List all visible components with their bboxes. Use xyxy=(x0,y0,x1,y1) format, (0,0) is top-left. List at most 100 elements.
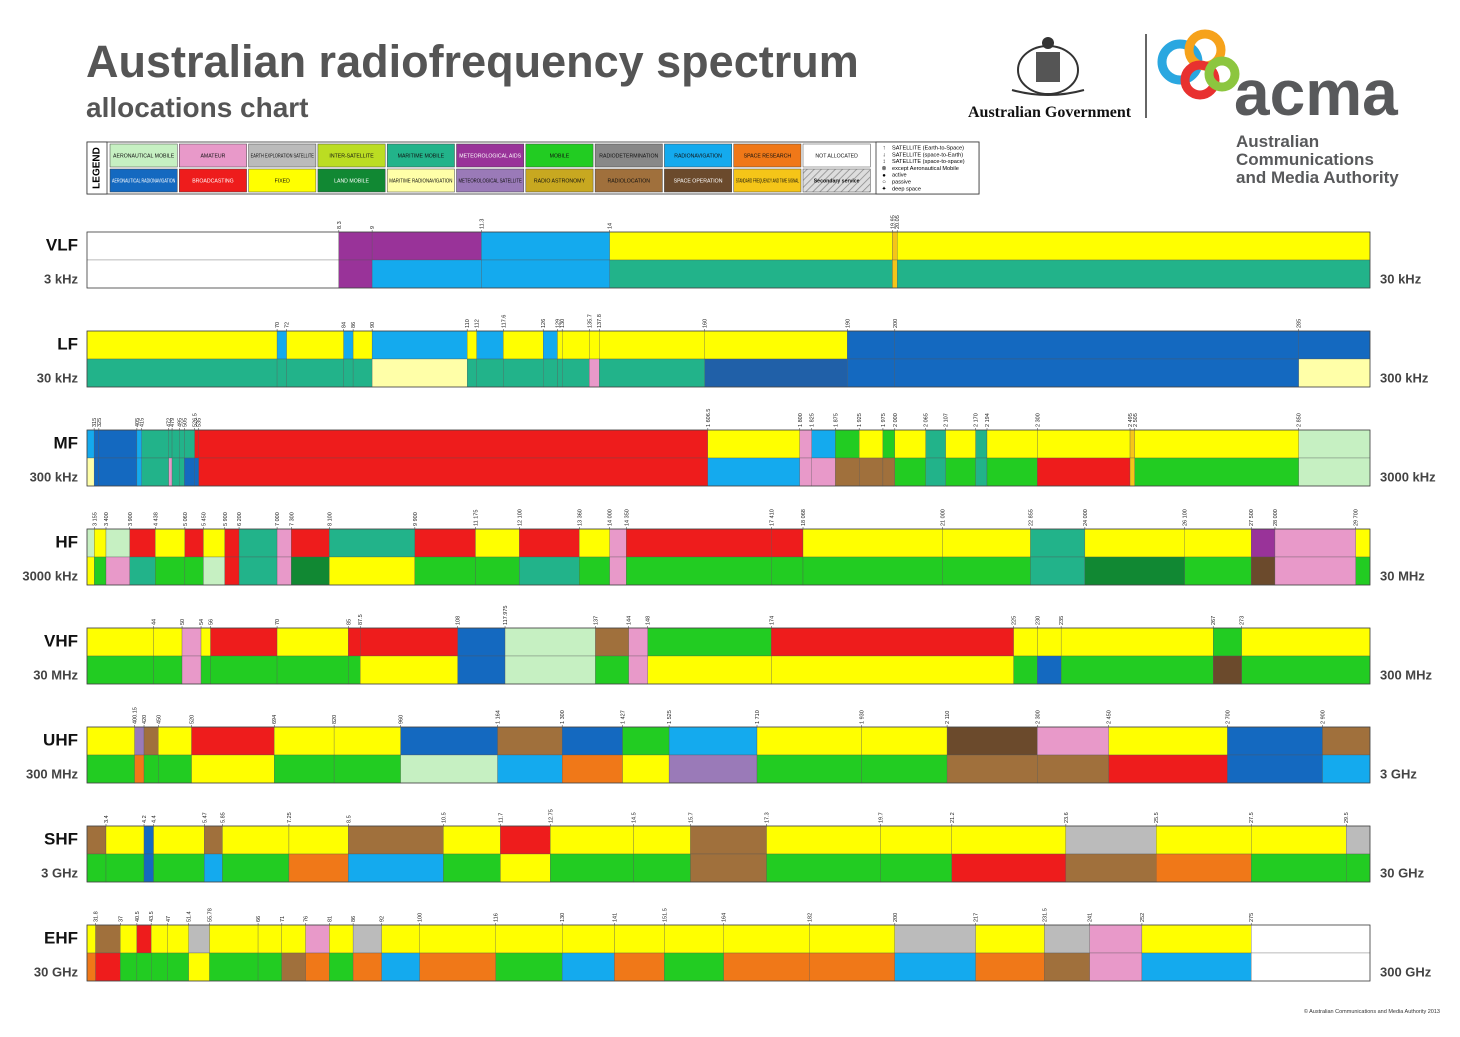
edge-label: 11.3 xyxy=(479,219,485,229)
allocation-bottom xyxy=(86,358,278,388)
allocation-top xyxy=(93,429,100,459)
allocation-top xyxy=(419,924,496,954)
edge-label: 479 xyxy=(170,418,176,427)
band-frame xyxy=(86,231,1371,289)
edge-label: 87.5 xyxy=(358,614,364,625)
allocation-bottom xyxy=(481,259,610,289)
allocation-bottom xyxy=(371,259,482,289)
allocation-bottom xyxy=(1241,655,1371,685)
allocation-top xyxy=(847,330,895,360)
allocation-top xyxy=(329,528,416,558)
edge-label: 108 xyxy=(456,616,462,625)
allocation-top xyxy=(723,924,810,954)
edge-label: 110 xyxy=(465,319,471,328)
symbol-label: except Aeronautical Mobile xyxy=(892,166,959,172)
allocation-top xyxy=(143,726,159,756)
allocation-bottom xyxy=(1108,754,1228,784)
allocation-bottom xyxy=(153,655,183,685)
allocation-top xyxy=(181,627,202,657)
allocation-bottom xyxy=(257,952,282,982)
edge-label: 505 xyxy=(182,418,188,427)
allocation-top xyxy=(633,825,691,855)
allocation-top xyxy=(975,429,988,459)
edge-label: 2 300 xyxy=(1035,413,1041,427)
allocation-top xyxy=(986,429,1038,459)
allocation-top xyxy=(348,627,361,657)
edge-label: 51.4 xyxy=(187,911,193,922)
edge-label: 117.975 xyxy=(503,606,509,625)
allocation-top xyxy=(766,825,881,855)
edge-label: 1 710 xyxy=(755,710,761,724)
edge-label: 130 xyxy=(560,913,566,922)
allocation-bottom xyxy=(143,754,159,784)
edge-label: 21.2 xyxy=(950,812,956,823)
edge-label: 129 xyxy=(555,319,561,328)
legend-swatch xyxy=(594,168,663,193)
symbol-icon: ⊗ xyxy=(881,166,886,172)
band-frame xyxy=(86,330,1371,388)
allocation-top xyxy=(457,627,506,657)
allocation-top xyxy=(95,924,121,954)
allocation-bottom xyxy=(105,853,145,883)
allocation-bottom xyxy=(495,952,563,982)
allocation-top xyxy=(1129,429,1135,459)
edge-label: 23.6 xyxy=(1064,812,1070,823)
allocation-top xyxy=(1241,627,1371,657)
edge-label: 3 900 xyxy=(128,512,134,526)
allocation-top xyxy=(168,429,173,459)
legend-swatch xyxy=(386,143,455,168)
allocation-bottom xyxy=(224,556,240,586)
legend-label: BROADCASTING xyxy=(192,179,234,185)
allocation-top xyxy=(352,924,382,954)
allocation-top xyxy=(835,429,860,459)
edge-label: 217 xyxy=(974,913,980,922)
edge-label: 116 xyxy=(494,913,500,922)
allocation-top xyxy=(333,726,401,756)
allocation-bottom xyxy=(835,457,860,487)
allocation-top xyxy=(497,726,563,756)
allocation-bottom xyxy=(519,556,580,586)
allocation-bottom xyxy=(771,556,804,586)
allocation-bottom xyxy=(847,358,895,388)
allocation-top xyxy=(360,627,458,657)
allocation-top xyxy=(158,726,192,756)
edge-label: 1 300 xyxy=(560,710,566,724)
allocation-top xyxy=(1030,528,1086,558)
edge-label: 17 410 xyxy=(770,509,776,526)
edge-label: 8 100 xyxy=(327,512,333,526)
band-frame xyxy=(86,528,1371,586)
symbol-icon: ↓ xyxy=(883,152,886,158)
allocation-top xyxy=(141,429,169,459)
allocation-top xyxy=(222,825,290,855)
symbol-label: deep space xyxy=(892,186,921,192)
band-low: 30 kHz xyxy=(37,370,79,385)
allocation-bottom xyxy=(94,556,107,586)
allocation-bottom xyxy=(1037,457,1131,487)
legend-label: LAND MOBILE xyxy=(334,179,369,185)
allocation-top xyxy=(543,330,558,360)
allocation-bottom xyxy=(204,853,223,883)
allocation-bottom xyxy=(771,655,1014,685)
edge-label: 7.25 xyxy=(287,812,293,823)
legend-label: MOBILE xyxy=(550,154,570,160)
allocation-bottom xyxy=(200,655,211,685)
allocation-top xyxy=(86,528,95,558)
allocation-bottom xyxy=(352,358,373,388)
allocation-top xyxy=(274,726,335,756)
edge-label: 13 360 xyxy=(577,509,583,526)
allocation-top xyxy=(348,825,444,855)
allocation-bottom xyxy=(181,655,202,685)
edge-label: 275 xyxy=(1249,913,1255,922)
edge-label: 90 xyxy=(370,322,376,328)
legend-label: FIXED xyxy=(275,179,291,185)
allocation-top xyxy=(155,528,186,558)
allocation-bottom xyxy=(690,853,767,883)
allocation-top xyxy=(704,330,848,360)
edge-label: 28 000 xyxy=(1273,509,1279,526)
edge-label: 235 xyxy=(1059,616,1065,625)
edge-label: 415 xyxy=(140,418,146,427)
allocation-bottom xyxy=(1089,952,1143,982)
allocation-bottom xyxy=(286,358,344,388)
allocation-bottom xyxy=(894,952,976,982)
allocation-bottom xyxy=(599,358,705,388)
